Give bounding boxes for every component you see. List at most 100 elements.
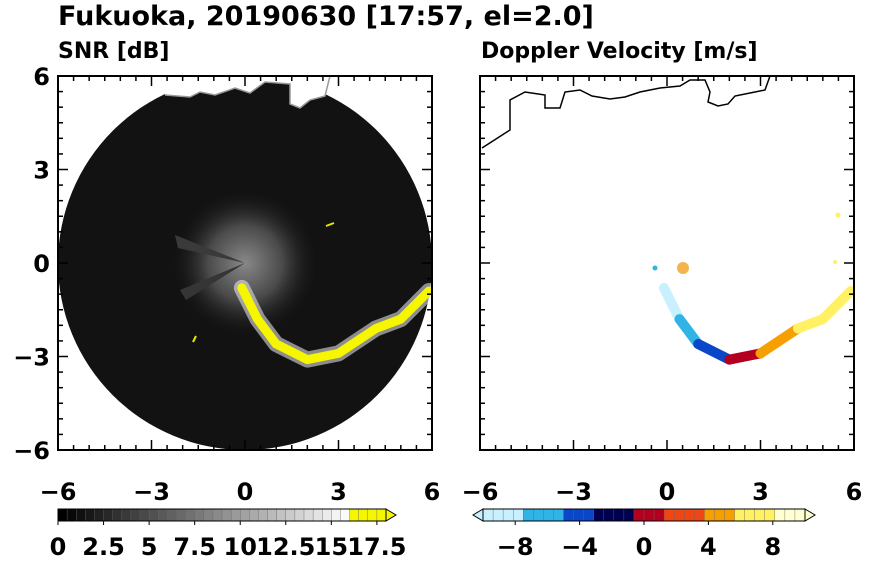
colorbar-bin (492, 508, 504, 522)
colorbar-bin (212, 508, 223, 522)
y-tick-label: 6 (33, 63, 50, 91)
colorbar-bin (194, 508, 205, 522)
colorbar-bin (331, 508, 341, 522)
colorbar-bin (376, 508, 387, 522)
colorbar-bin (221, 508, 232, 522)
colorbar-bin (139, 508, 150, 522)
doppler-echo-segment (658, 282, 685, 325)
colorbar-bin (724, 508, 736, 522)
colorbar-bin (340, 508, 351, 522)
colorbar-bin (358, 508, 369, 522)
snr-coastline (164, 76, 331, 109)
colorbar-tick-label: −4 (561, 533, 598, 561)
colorbar-bin (573, 508, 585, 522)
x-tick-label: −6 (40, 478, 77, 506)
colorbar-bin (185, 508, 196, 522)
doppler-echo-speck (833, 260, 837, 264)
doppler-panel: −6 −3 0 3 6 (462, 75, 862, 506)
colorbar-bin (158, 508, 168, 522)
doppler-coastline (481, 76, 771, 149)
colorbar-tick-label: −8 (497, 533, 534, 561)
colorbar-tick-label: 8 (764, 533, 781, 561)
colorbar-bin (744, 508, 756, 522)
colorbar-bin (230, 508, 241, 522)
y-tick-label: −3 (13, 344, 50, 372)
colorbar-bin (633, 508, 645, 522)
colorbar-bin (312, 508, 323, 522)
colorbar-bin (349, 508, 360, 522)
colorbar-bin (603, 508, 615, 522)
colorbar-bin (673, 508, 685, 522)
x-tick-label: 6 (424, 478, 441, 506)
colorbar-tick-label: 5 (141, 533, 158, 561)
doppler-echo-band (658, 282, 854, 365)
doppler-panel-title: Doppler Velocity [m/s] (481, 39, 758, 64)
colorbar-bin (593, 508, 605, 522)
snr-blocked-sector (180, 263, 245, 300)
colorbar-bin (694, 508, 705, 522)
snr-echo-core (237, 283, 432, 365)
colorbar-bin (502, 508, 514, 522)
colorbar-bin (76, 508, 86, 522)
colorbar-bin (367, 508, 378, 522)
doppler-echo-speck (835, 212, 841, 218)
colorbar-bin (623, 508, 635, 522)
colorbar-tick-label: 12.5 (256, 533, 315, 561)
snr-panel-title: SNR [dB] (58, 39, 169, 64)
y-tick-label: 3 (33, 157, 50, 185)
colorbar-tick-label: 10 (224, 533, 257, 561)
colorbar-bin (543, 508, 554, 522)
x-tick-label: 3 (752, 478, 769, 506)
colorbar-tick-label: 15 (315, 533, 348, 561)
snr-panel: −6 −3 0 3 6 6 3 0 −3 −6 (13, 63, 440, 506)
colorbar-tick-label: 0 (636, 533, 653, 561)
doppler-plot-background (480, 76, 854, 450)
colorbar-bin (240, 508, 250, 522)
doppler-echo-segment (693, 339, 735, 365)
colorbar-bin (704, 508, 715, 522)
colorbar-bin (643, 508, 655, 522)
colorbar-bin (613, 508, 625, 522)
colorbar-bin (57, 508, 68, 522)
snr-blocked-sector (175, 235, 245, 263)
colorbar-bin (203, 508, 214, 522)
snr-echo-speck (192, 335, 197, 343)
doppler-colorbar: −8 −4 0 4 8 (472, 508, 816, 561)
x-tick-label: −3 (555, 478, 592, 506)
colorbar-bin (784, 508, 796, 522)
snr-echo-band (233, 279, 432, 368)
colorbar-tick-label: 4 (700, 533, 717, 561)
colorbar-extend-max (385, 508, 397, 522)
colorbar-bin (94, 508, 105, 522)
doppler-clutter-center (677, 262, 689, 274)
colorbar-bin (85, 508, 95, 522)
snr-colorbar: 0 2.5 5 7.5 10 12.5 15 17.5 (50, 508, 406, 561)
colorbar-bin (303, 508, 314, 522)
x-tick-label: −3 (133, 478, 170, 506)
colorbar-bin (121, 508, 132, 522)
colorbar-bin (258, 508, 269, 522)
colorbar-bin (322, 508, 332, 522)
colorbar-bin (176, 508, 187, 522)
colorbar-bin (512, 508, 524, 522)
colorbar-bin (764, 508, 776, 522)
snr-no-data-corner (160, 76, 330, 108)
colorbar-bin (774, 508, 786, 522)
colorbar-bin (794, 508, 806, 522)
colorbar-bin (482, 508, 494, 522)
doppler-echo-segment (755, 323, 803, 359)
colorbar-bin (285, 508, 296, 522)
colorbar-tick-label: 2.5 (82, 533, 125, 561)
colorbar-bin (563, 508, 575, 522)
colorbar-tick-label: 17.5 (347, 533, 406, 561)
doppler-axis-ticks: −6 −3 0 3 6 (462, 75, 862, 506)
colorbar-bin (249, 508, 259, 522)
y-tick-label: 0 (33, 250, 50, 278)
colorbar-bin (663, 508, 675, 522)
colorbar-bin (583, 508, 595, 522)
colorbar-bin (66, 508, 77, 522)
snr-axis-ticks: −6 −3 0 3 6 6 3 0 −3 −6 (13, 63, 440, 506)
colorbar-bin (294, 508, 305, 522)
colorbar-bin (103, 508, 114, 522)
